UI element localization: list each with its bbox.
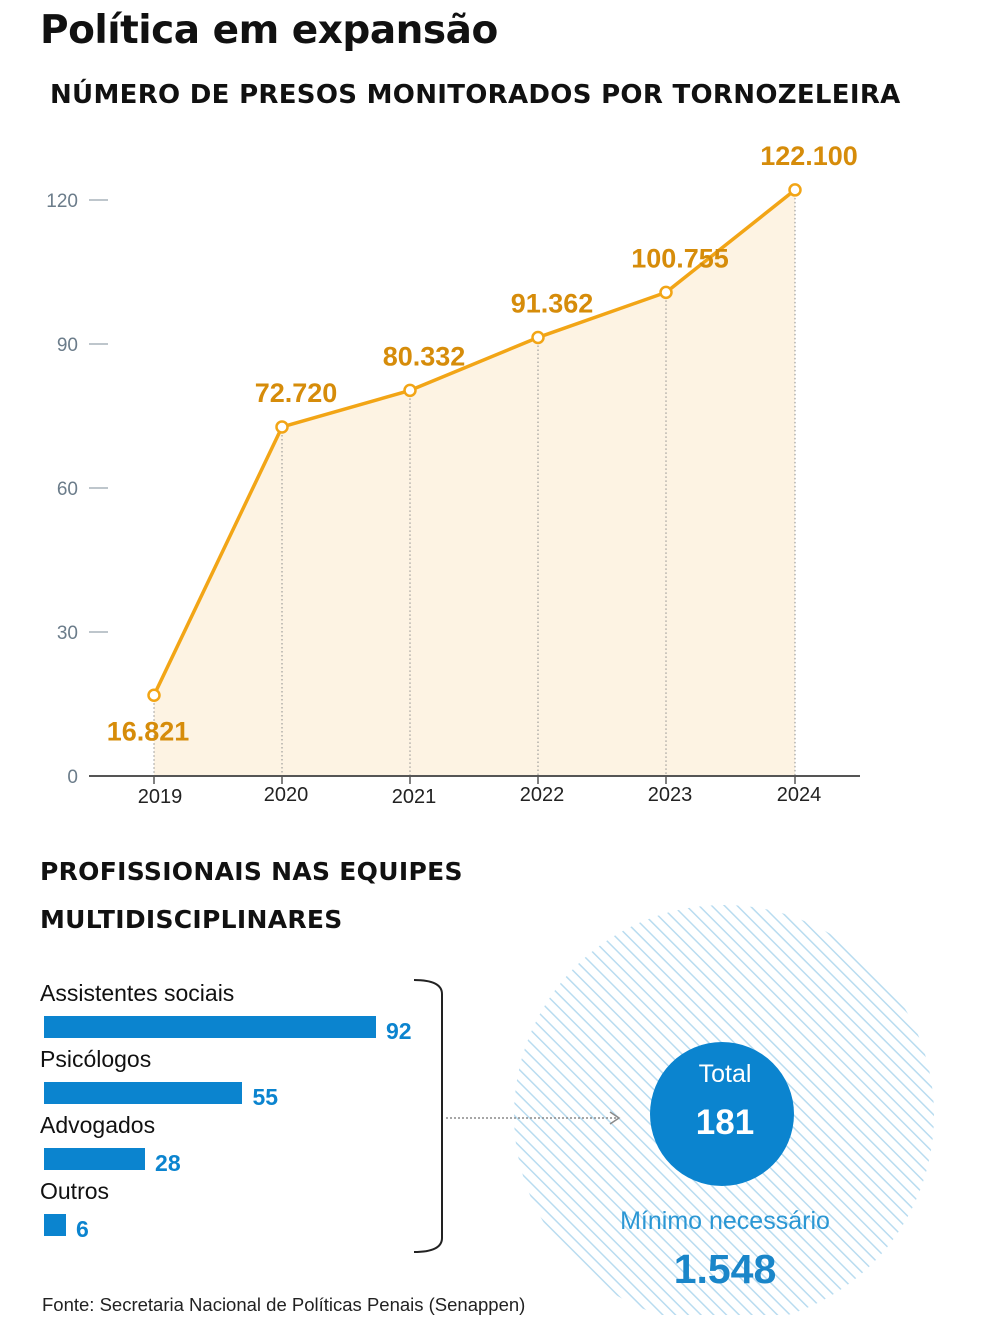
y-tick-label: 60 bbox=[57, 479, 78, 500]
data-label: 16.821 bbox=[107, 716, 190, 746]
bar-value-label: 28 bbox=[155, 1150, 181, 1176]
data-label: 80.332 bbox=[383, 341, 466, 371]
bar-category-label: Psicólogos bbox=[40, 1046, 152, 1072]
bar-value-label: 92 bbox=[386, 1018, 412, 1044]
teams-summary-graphic bbox=[413, 905, 934, 1315]
series-line bbox=[152, 188, 797, 697]
bar-value-label: 55 bbox=[252, 1084, 279, 1110]
total-circle bbox=[650, 1042, 794, 1186]
y-tick-label: 90 bbox=[57, 335, 78, 356]
y-tick-label: 120 bbox=[46, 191, 78, 212]
bar bbox=[44, 1148, 146, 1170]
bar bbox=[44, 1082, 243, 1104]
bar bbox=[44, 1016, 376, 1038]
arrow-head bbox=[609, 1111, 621, 1125]
data-point bbox=[147, 688, 161, 703]
data-point bbox=[659, 285, 673, 300]
professionals-bar-chart: Assistentes sociais 92 Psicólogos 55 Advogad… bbox=[0, 960, 500, 1270]
data-point bbox=[403, 383, 417, 398]
x-tick-label: 2020 bbox=[264, 784, 309, 806]
x-tick-label: 2023 bbox=[648, 784, 693, 806]
x-tick-label: 2019 bbox=[138, 786, 183, 808]
data-label: 122.100 bbox=[760, 141, 858, 171]
data-label: 91.362 bbox=[511, 288, 594, 318]
x-tick-label: 2021 bbox=[392, 786, 437, 808]
x-tick-label: 2024 bbox=[777, 784, 822, 806]
chart-title: Política em expansão bbox=[40, 8, 498, 53]
bar-category-label: Outros bbox=[40, 1178, 110, 1204]
bar-value-label: 6 bbox=[76, 1216, 89, 1242]
minimum-required-label: Mínimo necessário bbox=[620, 1207, 830, 1235]
y-tick-label: 0 bbox=[67, 767, 78, 788]
source-note: Fonte: Secretaria Nacional de Políticas … bbox=[42, 1294, 526, 1315]
x-tick-label: 2022 bbox=[520, 784, 565, 806]
area-fill bbox=[154, 189, 795, 777]
bar bbox=[44, 1214, 66, 1236]
data-label: 72.720 bbox=[255, 378, 338, 408]
data-point bbox=[531, 330, 545, 345]
total-label: Total bbox=[698, 1060, 752, 1088]
monitored-prisoners-chart: 0 30 60 90 120 2019 2020 2021 2022 2023 2024 16.821… bbox=[46, 141, 860, 808]
data-point bbox=[788, 183, 802, 197]
y-tick-label: 30 bbox=[57, 623, 78, 644]
total-value: 181 bbox=[695, 1103, 755, 1142]
professionals-section-title: PROFISSIONAIS NAS EQUIPES MULTIDISCIPLIN… bbox=[40, 857, 463, 934]
line-chart-subtitle: NÚMERO DE PRESOS MONITORADOS POR TORNOZE… bbox=[50, 80, 901, 110]
group-bracket bbox=[413, 979, 443, 1253]
minimum-required-value: 1.548 bbox=[673, 1246, 777, 1292]
data-point bbox=[275, 420, 289, 434]
bar-category-label: Advogados bbox=[40, 1112, 156, 1138]
data-label: 100.755 bbox=[631, 243, 729, 273]
bar-category-label: Assistentes sociais bbox=[40, 980, 235, 1006]
